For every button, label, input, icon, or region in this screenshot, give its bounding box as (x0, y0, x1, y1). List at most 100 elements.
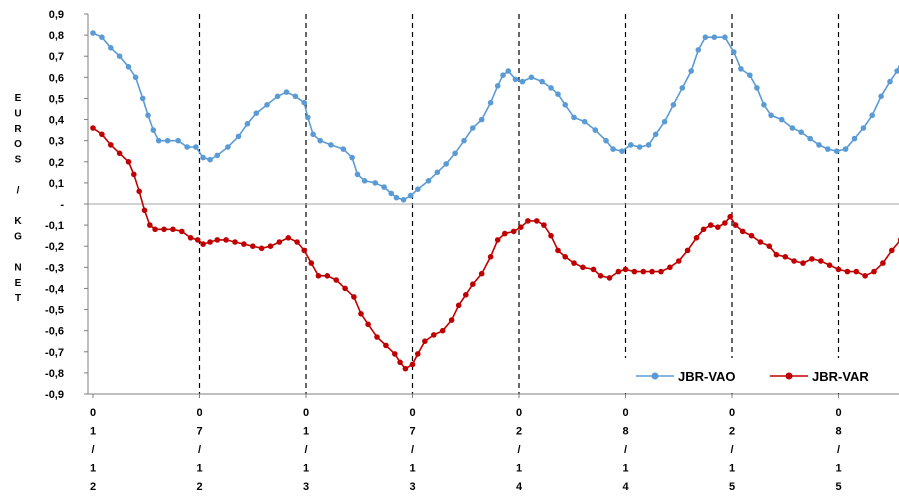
data-point (152, 226, 158, 233)
data-point (381, 184, 387, 190)
data-point (409, 361, 416, 368)
data-point (494, 237, 501, 243)
data-point (276, 239, 283, 245)
data-point (328, 142, 334, 148)
x-tick-label: 0 (835, 407, 841, 419)
data-point (676, 258, 682, 264)
data-point (274, 93, 281, 100)
data-point (301, 247, 308, 254)
data-point (214, 152, 221, 159)
legend-swatch-marker (785, 372, 793, 380)
data-point (528, 74, 535, 81)
data-point (292, 93, 299, 100)
data-point (702, 34, 709, 40)
data-point (478, 116, 485, 123)
data-point (351, 294, 357, 300)
data-point (99, 131, 105, 138)
x-tick-label: 0 (409, 407, 415, 419)
x-tick-label: 1 (90, 463, 96, 475)
data-point (415, 186, 421, 192)
data-point (315, 273, 322, 279)
data-point (155, 137, 162, 144)
data-point (809, 256, 815, 262)
y-label-letter: E (15, 93, 22, 104)
y-label-letter: R (14, 124, 22, 135)
x-tick-label: 0 (729, 407, 735, 419)
data-point (502, 230, 508, 237)
data-point (707, 222, 714, 228)
data-point (580, 264, 586, 271)
x-tick-label: 1 (196, 463, 202, 475)
data-point (667, 264, 673, 271)
data-point (478, 270, 485, 277)
x-tick-label: 0 (303, 407, 309, 419)
data-point (684, 247, 691, 254)
y-label-letter: / (17, 185, 20, 196)
y-label-letter: T (15, 293, 21, 304)
y-axis-ticks: 0,9 0,8 0,7 0,6 0,5 0,4 0,3 0,2 0,1 - -0,1 -0,2 -0,3… (45, 9, 88, 401)
data-point (825, 146, 831, 152)
data-point (555, 247, 561, 254)
data-point (645, 142, 652, 148)
legend: JBR-VAO JBR-VAR (606, 358, 898, 393)
data-point (732, 222, 739, 228)
data-point (207, 239, 213, 245)
data-point (241, 241, 247, 247)
data-point (470, 281, 476, 288)
y-tick-label: 0,1 (49, 178, 64, 190)
data-point (798, 129, 804, 135)
y-tick-label: 0,7 (49, 51, 64, 63)
data-point (880, 260, 886, 266)
data-point (782, 253, 789, 260)
data-point (470, 125, 476, 131)
x-tick-label: 1 (622, 463, 628, 475)
data-point (889, 247, 895, 254)
data-point (455, 302, 462, 309)
y-label-letter: N (14, 262, 21, 273)
data-point (487, 99, 494, 106)
data-point (748, 232, 755, 239)
y-tick-label: 0,3 (49, 136, 64, 148)
data-point (826, 262, 833, 269)
data-point (354, 171, 361, 178)
data-point (711, 34, 718, 40)
data-point (747, 72, 753, 78)
data-point (622, 266, 629, 273)
y-tick-label: 0,6 (49, 72, 64, 84)
data-point (571, 114, 577, 121)
data-point (860, 125, 867, 131)
data-point (722, 220, 728, 226)
x-tick-label: 0 (196, 407, 202, 419)
data-point (894, 68, 899, 74)
y-tick-label: -0,1 (45, 220, 64, 232)
data-point (640, 268, 647, 275)
x-axis-ticks: 0 1 / 1 2 0 7 / 1 2 0 1 / 1 3 0 7 / 1 3 0 2 / 1 4 0 8 / 1 4 0 2 / 1 5 0 8 / 1 5 (90, 394, 842, 493)
x-tick-label: / (91, 444, 94, 456)
data-point (555, 91, 561, 97)
data-point (816, 142, 822, 148)
x-tick-label: 0 (516, 407, 522, 419)
data-point (700, 226, 707, 233)
data-point (541, 222, 547, 228)
data-point (581, 118, 588, 125)
data-point (844, 268, 851, 275)
data-point (631, 268, 638, 275)
data-point (388, 190, 395, 197)
data-point (397, 359, 403, 366)
y-tick-label: -0,7 (45, 347, 64, 359)
y-label-letter: O (14, 139, 22, 150)
data-point (757, 239, 764, 245)
data-point (108, 45, 114, 51)
data-point (603, 137, 609, 144)
x-tick-label: 3 (303, 481, 309, 493)
data-point (693, 235, 700, 241)
data-point (628, 142, 634, 148)
data-point (393, 194, 400, 201)
data-point (179, 228, 185, 235)
data-point (887, 78, 893, 85)
y-tick-label: -0,5 (45, 305, 64, 317)
data-point (214, 237, 221, 243)
data-point (842, 146, 849, 152)
y-tick-label: -0,2 (45, 241, 64, 253)
